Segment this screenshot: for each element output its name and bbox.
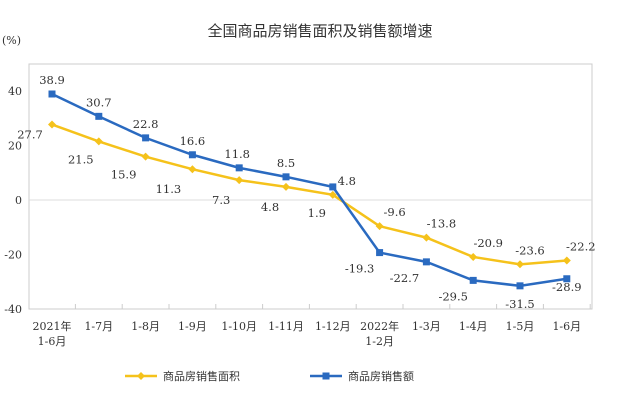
data-label: 7.3 <box>212 193 230 207</box>
data-label: 4.8 <box>261 200 279 214</box>
data-point <box>469 252 478 261</box>
data-label: -19.3 <box>345 262 375 276</box>
data-label: -31.5 <box>505 297 535 311</box>
y-tick-label: 20 <box>8 140 22 153</box>
legend-marker <box>322 372 330 380</box>
data-point <box>329 183 337 191</box>
x-tick-label: 1-5月 <box>506 320 535 333</box>
x-tick-label: 1-4月 <box>459 320 488 333</box>
data-label: 11.3 <box>156 182 182 196</box>
plot-frame <box>28 63 593 310</box>
x-tick-label: 1-12月 <box>315 320 351 333</box>
series-line-sales-area <box>51 123 567 266</box>
data-point <box>141 152 150 161</box>
data-point <box>376 249 384 257</box>
data-label: -9.6 <box>384 205 406 219</box>
data-point <box>94 137 103 146</box>
data-label: 21.5 <box>68 152 94 166</box>
data-point <box>516 260 524 269</box>
data-point <box>328 190 337 199</box>
x-tick-label: 1-3月 <box>412 320 441 333</box>
data-point <box>422 258 430 266</box>
data-point <box>563 275 571 283</box>
x-tick-label: 1-7月 <box>84 320 113 333</box>
x-tick-label: 1-8月 <box>131 320 160 333</box>
y-axis-label: (%) <box>2 34 21 47</box>
data-label: -13.8 <box>427 217 457 231</box>
data-label: 11.8 <box>224 147 250 161</box>
data-label: 27.7 <box>17 128 43 142</box>
series-line-sales-amount <box>51 92 567 288</box>
data-point <box>48 90 56 98</box>
data-label: 38.9 <box>39 73 65 87</box>
data-label: 22.8 <box>133 117 159 131</box>
data-point <box>188 151 196 159</box>
data-point <box>562 256 571 265</box>
x-tick-label: 2022年 <box>360 319 399 333</box>
chart-title: 全国商品房销售面积及销售额增速 <box>207 22 432 40</box>
data-label: 30.7 <box>86 95 112 109</box>
x-tick-label: 1-11月 <box>268 320 304 333</box>
y-tick-label: -20 <box>4 249 22 262</box>
x-tick-label: 1-9月 <box>178 320 207 333</box>
data-label: -28.9 <box>552 280 582 294</box>
data-point <box>95 112 103 120</box>
data-label: -20.9 <box>473 236 503 250</box>
data-label: -22.2 <box>566 239 596 253</box>
data-point <box>375 222 384 231</box>
x-tick-label: 1-2月 <box>365 335 394 348</box>
data-point <box>235 164 243 172</box>
data-label: -23.6 <box>515 243 545 257</box>
data-point <box>235 176 244 185</box>
data-label: 8.5 <box>277 156 295 170</box>
x-tick-label: 1-10月 <box>221 320 257 333</box>
data-label: -22.7 <box>390 271 420 285</box>
data-point <box>469 276 477 284</box>
data-label: 16.6 <box>180 134 206 148</box>
data-point <box>516 282 524 290</box>
data-point <box>142 134 150 142</box>
legend-marker <box>137 372 145 380</box>
data-point <box>422 233 431 242</box>
data-label: 4.8 <box>338 174 356 188</box>
data-label: 1.9 <box>308 206 326 220</box>
x-tick-label: 1-6月 <box>552 320 581 333</box>
x-tick-label: 1-6月 <box>38 335 67 348</box>
y-tick-label: 40 <box>8 85 22 98</box>
data-point <box>48 120 56 129</box>
data-point <box>282 182 290 191</box>
x-tick-label: 2021年 <box>33 319 72 333</box>
data-point <box>188 165 197 174</box>
y-tick-label: 0 <box>15 194 22 207</box>
legend-label: 商品房销售面积 <box>163 369 240 383</box>
legend-label: 商品房销售额 <box>348 369 414 383</box>
data-label: 15.9 <box>111 168 137 182</box>
y-tick-label: -40 <box>4 303 22 316</box>
data-label: -29.5 <box>438 289 468 303</box>
data-point <box>282 173 290 181</box>
